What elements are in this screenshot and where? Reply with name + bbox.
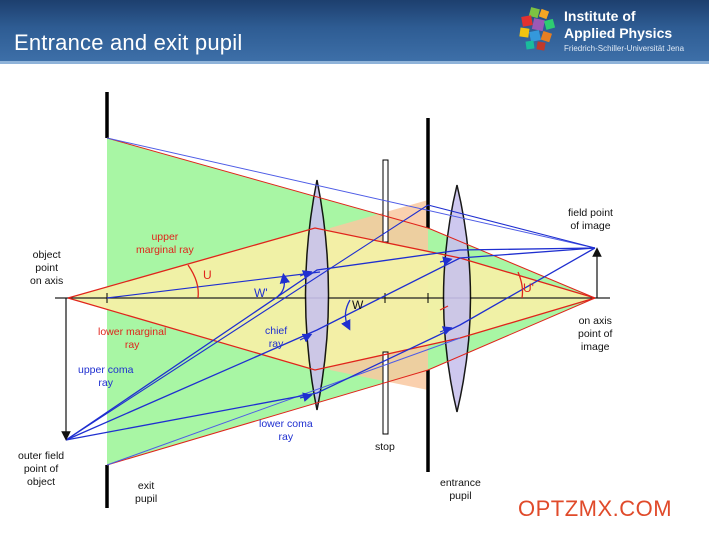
axis-point-image-label: on axis point of image: [578, 315, 612, 354]
angle-u-label: U: [203, 268, 212, 282]
lower-coma-ray: [65, 247, 596, 441]
blue-ray-to-stop-top: [65, 204, 429, 441]
institute-name-line2: Applied Physics: [564, 25, 673, 41]
field-image-line2: of image: [570, 220, 611, 232]
field-image-line1: field point: [568, 207, 613, 219]
blue-ray-upper-pupil: [427, 204, 596, 249]
exit-pupil-red-edge-bottom: [106, 369, 429, 466]
lens-2: [442, 184, 472, 413]
ray-direction-arrow: [439, 326, 453, 336]
ray-direction-arrow: [439, 256, 453, 266]
chief-ray-line2: ray: [268, 338, 284, 350]
object-point-line3: on axis: [30, 275, 64, 287]
outer-field-point-label: outer field point of object: [18, 450, 64, 489]
exit-pupil-red-edge-top: [106, 137, 429, 229]
lower-coma-ray-label: lower coma ray: [259, 418, 313, 444]
chief-ray-line1: chief: [265, 325, 288, 337]
stop-label: stop: [375, 441, 395, 453]
pupil-diagram: [55, 92, 610, 508]
angle-u-prime-label: U': [523, 281, 534, 295]
angle-w-prime-arc: [277, 272, 290, 297]
red-image-edge-bottom: [427, 297, 596, 371]
ray-direction-arrow: [299, 270, 313, 280]
exit-pupil-line1: exit: [137, 480, 155, 492]
axis-image-line2: point of: [578, 328, 613, 340]
blue-bottom-boundary-ray: [106, 337, 461, 466]
ray-direction-arrow: [299, 392, 313, 402]
angle-w-arc: [341, 299, 351, 331]
outer-field-line2: point of: [23, 463, 59, 475]
entrance-pupil-label: entrance pupil: [440, 477, 481, 503]
upper-coma-line2: ray: [98, 377, 114, 389]
ray-direction-arrow: [439, 305, 449, 311]
exit-pupil-line2: pupil: [135, 493, 158, 505]
object-point-line1: object: [32, 249, 61, 261]
field-point-image-label: field point of image: [568, 207, 613, 233]
object-point-line2: point: [35, 262, 59, 274]
angle-u-arc: [187, 264, 199, 299]
slide-title: Entrance and exit pupil: [14, 30, 243, 55]
lower-marginal-ray: [67, 297, 596, 371]
exit-pupil-label: exit pupil: [135, 480, 157, 506]
lower-marginal-line2: ray: [124, 339, 140, 351]
upper-marginal-line2: marginal ray: [136, 244, 194, 256]
ipp-mosaic-logo-icon: [519, 7, 556, 51]
angle-w-prime-label: W': [254, 286, 268, 300]
object-point-label: object point on axis: [30, 249, 63, 288]
institute-name: Institute of Applied Physics: [564, 8, 672, 42]
chief-ray-label: chief ray: [265, 325, 287, 351]
angle-u-prime-arc: [517, 271, 524, 299]
lower-marginal-ray-label: lower marginal ray: [98, 326, 166, 352]
aperture-stop-bottom: [382, 351, 389, 435]
red-image-edge-top: [427, 227, 596, 299]
upper-coma-ray: [65, 247, 596, 441]
axis-image-line3: image: [580, 341, 610, 353]
lower-coma-line1: lower coma: [259, 418, 313, 430]
ray-direction-arrow: [299, 333, 313, 343]
upper-marginal-ray: [67, 227, 596, 299]
lower-marginal-line1: lower marginal: [98, 326, 167, 338]
entrance-pupil-line2: pupil: [449, 490, 472, 502]
chief-ray: [65, 247, 596, 441]
university-name: Friedrich-Schiller-Universität Jena: [564, 44, 685, 53]
institute-name-line1: Institute of: [564, 8, 636, 24]
blue-top-boundary-ray: [106, 137, 596, 249]
upper-coma-ray-label: upper coma ray: [78, 364, 133, 390]
axis-image-line1: on axis: [578, 315, 612, 327]
slide-header: Entrance and exit pupil Institute of App…: [0, 0, 709, 64]
upper-marginal-ray-label: upper marginal ray: [136, 231, 194, 257]
lower-coma-line2: ray: [278, 431, 294, 443]
outer-field-line3: object: [27, 476, 56, 488]
lens-1: [304, 179, 330, 411]
watermark-text: OPTZMX.COM: [518, 496, 673, 521]
outer-field-line1: outer field: [18, 450, 65, 462]
entrance-pupil-line1: entrance: [440, 477, 481, 489]
upper-marginal-line1: upper: [151, 231, 179, 243]
angle-w-label: W: [352, 298, 364, 312]
upper-coma-line1: upper coma: [78, 364, 134, 376]
